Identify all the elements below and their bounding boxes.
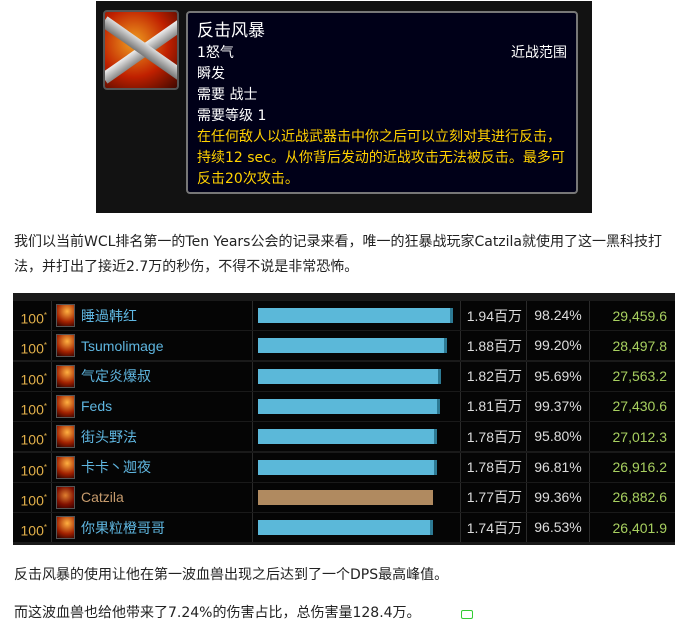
table-row[interactable]: 100* 你果粒橙哥哥 1.74百万 96.53% 26,401.9 bbox=[13, 513, 675, 543]
amount-cell: 1.88百万 bbox=[466, 337, 522, 354]
player-name[interactable]: 睡過韩红 bbox=[81, 307, 137, 324]
paragraph-2: 反击风暴的使用让他在第一波血兽出现之后达到了一个DPS最高峰值。 bbox=[14, 567, 449, 583]
rank-cell: 100* bbox=[13, 361, 52, 391]
spell-tooltip-image: 反击风暴 1怒气 近战范围 瞬发 需要 战士 需要等级 1 在任何敌人以近战武器击… bbox=[96, 1, 592, 213]
name-cell: Feds bbox=[52, 391, 253, 421]
name-cell: 睡過韩红 bbox=[52, 301, 253, 330]
percent-cell: 99.20% bbox=[526, 331, 590, 361]
percent-cell: 99.37% bbox=[526, 391, 590, 421]
bar-cell bbox=[253, 422, 461, 452]
player-name[interactable]: Tsumolimage bbox=[81, 337, 164, 354]
comment-icon[interactable] bbox=[461, 610, 473, 619]
class-spec-icon bbox=[56, 485, 75, 509]
table-row[interactable]: 100* Catzila 1.77百万 99.36% 26,882.6 bbox=[13, 482, 675, 512]
rank-cell: 100* bbox=[13, 452, 52, 482]
paragraph-1: 我们以当前WCL排名第一的Ten Years公会的记录来看，唯一的狂暴战玩家Ca… bbox=[14, 234, 663, 275]
amount-cell: 1.94百万 bbox=[466, 307, 522, 324]
player-name[interactable]: 街头野法 bbox=[81, 428, 137, 445]
bar-cell bbox=[253, 361, 461, 391]
rank-cell: 100* bbox=[13, 482, 52, 512]
damage-bar bbox=[258, 338, 448, 354]
dps-cell: 28,497.8 bbox=[612, 337, 668, 354]
table-row[interactable]: 100* Feds 1.81百万 99.37% 27,430.6 bbox=[13, 391, 675, 421]
percent-cell: 95.69% bbox=[526, 361, 590, 391]
class-spec-icon bbox=[56, 516, 75, 540]
name-cell: 你果粒橙哥哥 bbox=[52, 513, 253, 543]
class-spec-icon bbox=[56, 455, 75, 479]
bar-cell bbox=[253, 391, 461, 421]
bar-cell bbox=[253, 452, 461, 482]
damage-bar bbox=[258, 429, 438, 445]
spell-name: 反击风暴 bbox=[197, 21, 265, 41]
dps-cell: 27,430.6 bbox=[612, 398, 668, 415]
spell-range: 近战范围 bbox=[511, 45, 567, 61]
spell-description: 在任何敌人以近战武器击中你之后可以立刻对其进行反击，持续12 sec。从你背后发… bbox=[197, 129, 565, 187]
class-spec-icon bbox=[56, 425, 75, 449]
amount-cell: 1.74百万 bbox=[466, 519, 522, 536]
rank-cell: 100* bbox=[13, 513, 52, 543]
name-cell: 街头野法 bbox=[52, 422, 253, 452]
table-row[interactable]: 100* 气定炎爆叔 1.82百万 95.69% 27,563.2 bbox=[13, 361, 675, 391]
amount-cell: 1.82百万 bbox=[466, 368, 522, 385]
class-spec-icon bbox=[56, 334, 75, 358]
player-name[interactable]: Feds bbox=[81, 398, 113, 415]
name-cell: Tsumolimage bbox=[52, 331, 253, 361]
class-spec-icon bbox=[56, 394, 75, 418]
dps-ranking-table: 100* 睡過韩红 1.94百万 98.24% 29,459.6 100* Tsu… bbox=[13, 293, 675, 545]
rank-cell: 100* bbox=[13, 331, 52, 361]
percent-cell: 96.81% bbox=[526, 452, 590, 482]
dps-cell: 26,401.9 bbox=[612, 519, 668, 536]
spell-level: 需要等级 1 bbox=[197, 108, 267, 124]
percent-cell: 98.24% bbox=[526, 301, 590, 330]
rank-cell: 100* bbox=[13, 422, 52, 452]
damage-bar bbox=[258, 520, 434, 536]
bar-cell bbox=[253, 331, 461, 361]
table-row[interactable]: 100* 睡過韩红 1.94百万 98.24% 29,459.6 bbox=[13, 301, 675, 330]
dps-cell: 26,916.2 bbox=[612, 459, 668, 475]
player-name[interactable]: Catzila bbox=[81, 489, 124, 506]
player-name[interactable]: 气定炎爆叔 bbox=[81, 368, 151, 385]
paragraph-3: 而这波血兽也给他带来了7.24%的伤害占比，总伤害量128.4万。 bbox=[14, 605, 421, 621]
class-spec-icon bbox=[56, 364, 75, 388]
percent-cell: 96.53% bbox=[526, 513, 590, 543]
rank-cell: 100* bbox=[13, 301, 52, 330]
name-cell: 卡卡丶迦夜 bbox=[52, 452, 253, 482]
amount-cell: 1.78百万 bbox=[466, 428, 522, 445]
table-row[interactable]: 100* 街头野法 1.78百万 95.80% 27,012.3 bbox=[13, 422, 675, 452]
tooltip-box: 反击风暴 1怒气 近战范围 瞬发 需要 战士 需要等级 1 在任何敌人以近战武器击… bbox=[186, 11, 578, 194]
spell-cost: 1怒气 bbox=[197, 45, 234, 61]
name-cell: 气定炎爆叔 bbox=[52, 361, 253, 391]
damage-bar bbox=[258, 368, 442, 384]
table-row[interactable]: 100* Tsumolimage 1.88百万 99.20% 28,497.8 bbox=[13, 331, 675, 361]
percent-cell: 99.36% bbox=[526, 482, 590, 512]
bar-cell bbox=[253, 513, 461, 543]
spell-class: 需要 战士 bbox=[197, 87, 258, 103]
name-cell: Catzila bbox=[52, 482, 253, 512]
dps-cell: 29,459.6 bbox=[612, 307, 668, 324]
bar-cell bbox=[253, 301, 461, 330]
amount-cell: 1.77百万 bbox=[466, 489, 522, 506]
damage-bar bbox=[258, 308, 453, 323]
bar-cell bbox=[253, 482, 461, 512]
dps-cell: 27,012.3 bbox=[612, 428, 668, 445]
amount-cell: 1.81百万 bbox=[466, 398, 522, 415]
percent-cell: 95.80% bbox=[526, 422, 590, 452]
player-name[interactable]: 你果粒橙哥哥 bbox=[81, 519, 165, 536]
damage-bar bbox=[258, 489, 434, 505]
crossed-swords-icon bbox=[103, 10, 179, 90]
player-name[interactable]: 卡卡丶迦夜 bbox=[81, 459, 151, 475]
spell-cast: 瞬发 bbox=[197, 66, 225, 82]
damage-bar bbox=[258, 459, 438, 475]
dps-cell: 27,563.2 bbox=[612, 368, 668, 385]
rank-cell: 100* bbox=[13, 391, 52, 421]
damage-bar bbox=[258, 398, 441, 414]
table-row[interactable]: 100* 卡卡丶迦夜 1.78百万 96.81% 26,916.2 bbox=[13, 452, 675, 482]
amount-cell: 1.78百万 bbox=[466, 459, 522, 475]
class-spec-icon bbox=[56, 304, 75, 327]
dps-cell: 26,882.6 bbox=[612, 489, 668, 506]
